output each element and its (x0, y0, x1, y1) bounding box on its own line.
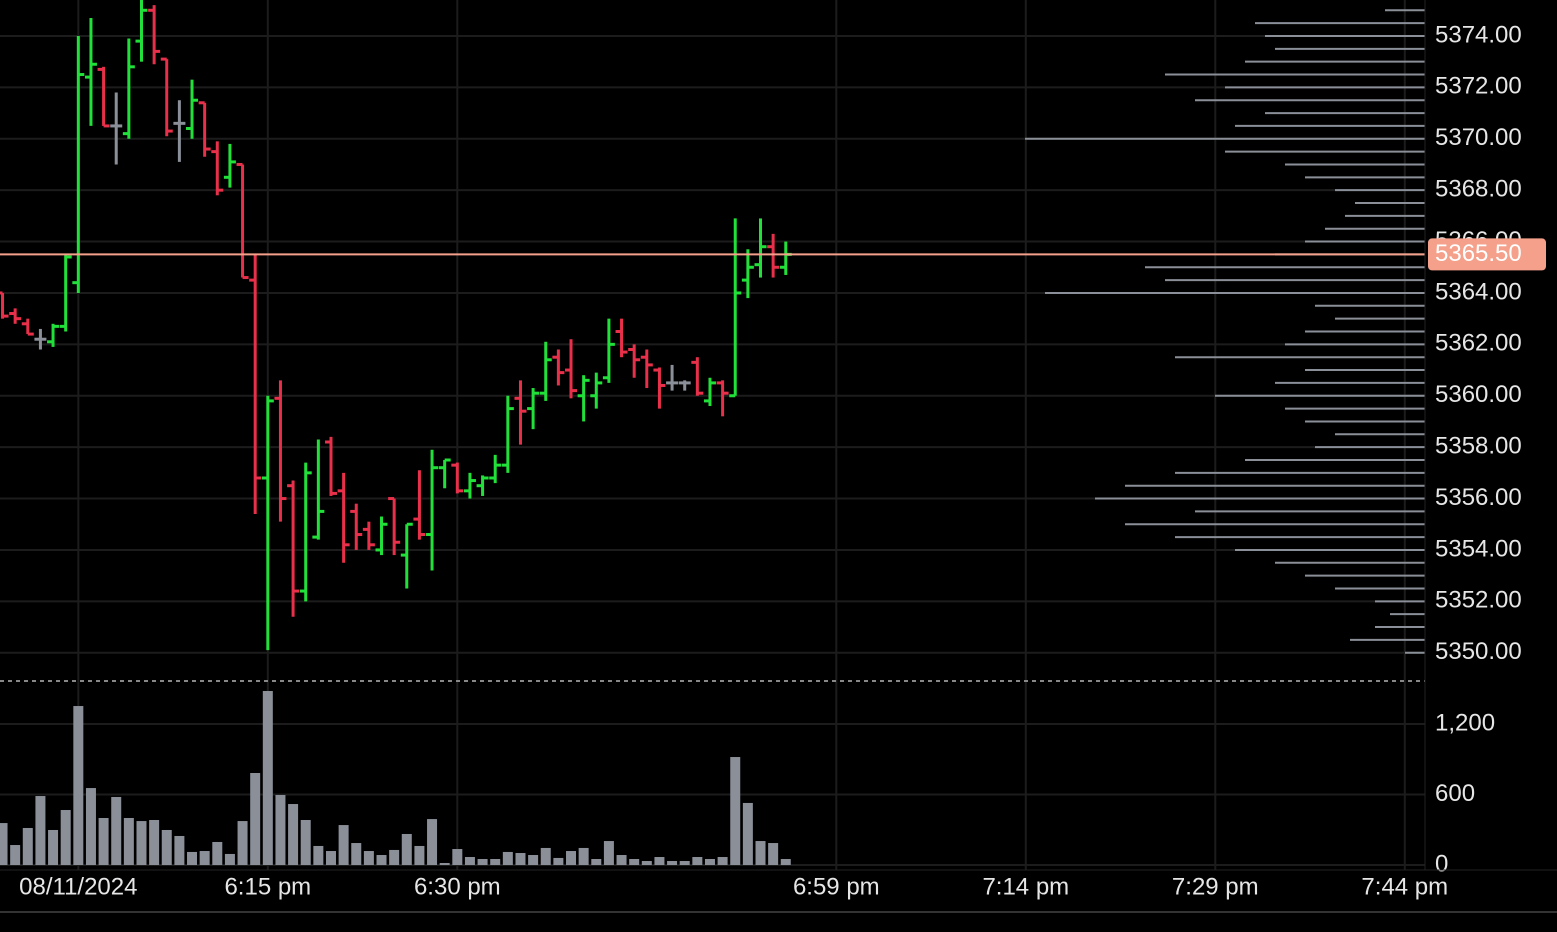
y-tick-label: 5368.00 (1435, 176, 1522, 203)
volume-bar (742, 802, 753, 865)
volume-bar (300, 819, 311, 865)
x-tick-label: 7:14 pm (982, 873, 1069, 900)
volume-bar (401, 833, 412, 865)
volume-bar (667, 861, 678, 865)
volume-bar (123, 818, 134, 865)
x-tick-label: 6:15 pm (224, 873, 311, 900)
volume-bar (376, 855, 387, 865)
volume-bar (439, 863, 450, 865)
volume-bar (414, 845, 425, 865)
x-tick-label: 08/11/2024 (19, 873, 137, 900)
last-price-box (1428, 238, 1546, 271)
volume-bar (136, 821, 147, 865)
y-tick-label: 5372.00 (1435, 73, 1522, 100)
x-tick-label: 6:59 pm (793, 873, 880, 900)
x-tick-label: 7:44 pm (1361, 873, 1448, 900)
volume-bar (679, 861, 690, 865)
volume-bar (704, 859, 715, 865)
volume-bar (288, 804, 299, 865)
volume-bar (603, 841, 614, 865)
volume-bar (237, 821, 248, 865)
volume-bar (250, 773, 261, 865)
volume-bar (629, 859, 640, 865)
volume-bar (566, 851, 577, 865)
volume-bar (515, 853, 526, 865)
volume-bar (338, 825, 349, 865)
volume-bar (351, 843, 362, 865)
volume-bar (0, 823, 8, 865)
volume-bar (502, 851, 513, 865)
volume-bar (717, 857, 728, 865)
y-tick-label: 0 (1435, 850, 1448, 877)
volume-bar (641, 861, 652, 865)
labels: 5350.00 5352.00 5354.00 5356.00 5358.00 5360.… (19, 21, 1546, 900)
volume-bar (22, 827, 33, 865)
volume-bar (768, 843, 779, 865)
volume-bar (540, 847, 551, 865)
volume-bar (692, 857, 703, 865)
volume-bar (452, 849, 463, 865)
volume-bar (262, 690, 273, 865)
volume-bar (10, 845, 21, 865)
y-tick-label: 5370.00 (1435, 124, 1522, 151)
volume-bar (98, 818, 109, 865)
volume-bar (528, 855, 539, 865)
y-tick-label: 5360.00 (1435, 381, 1522, 408)
volume-bar (85, 788, 96, 865)
y-tick-label: 5358.00 (1435, 432, 1522, 459)
volume-bar (313, 845, 324, 865)
volume-bar (780, 859, 791, 865)
volume-bar (464, 857, 475, 865)
volume-bar (161, 829, 172, 865)
volume-bar (187, 851, 198, 865)
last-price-label: 5365.50 (1435, 240, 1522, 267)
x-tick-label: 7:29 pm (1172, 873, 1259, 900)
volume-bar (224, 853, 235, 865)
volume-bar (325, 851, 336, 865)
y-tick-label: 5352.00 (1435, 587, 1522, 614)
volume-bar (73, 706, 84, 865)
volume-bar (60, 810, 71, 865)
y-tick-label: 1,200 (1435, 709, 1495, 736)
volume-bar (174, 835, 185, 865)
y-tick-label: 5374.00 (1435, 21, 1522, 48)
y-tick-label: 5362.00 (1435, 330, 1522, 357)
volume-bar (35, 796, 46, 865)
y-tick-label: 600 (1435, 780, 1475, 807)
y-tick-label: 5354.00 (1435, 535, 1522, 562)
volume-bar (363, 851, 374, 865)
volume-bar (427, 819, 438, 865)
volume-bar (477, 859, 488, 865)
x-tick-label: 6:30 pm (414, 873, 501, 900)
volume-bar (149, 819, 160, 865)
volume-bar (616, 855, 627, 865)
volume-bar (490, 859, 501, 865)
volume-bar (275, 794, 286, 865)
volume-bar (111, 796, 122, 865)
y-tick-label: 5364.00 (1435, 278, 1522, 305)
marks (0, 0, 1425, 865)
volume-bar (755, 841, 766, 865)
volume-bar (199, 851, 210, 865)
y-tick-label: 5356.00 (1435, 484, 1522, 511)
volume-bar (48, 829, 59, 865)
volume-bar (553, 857, 564, 865)
y-tick-label: 5350.00 (1435, 638, 1522, 665)
volume-bar (578, 847, 589, 865)
volume-bar (654, 857, 665, 865)
volume-bar (591, 859, 602, 865)
volume-bar (730, 757, 741, 865)
volume-bar (389, 849, 400, 865)
volume-bar (212, 841, 223, 865)
